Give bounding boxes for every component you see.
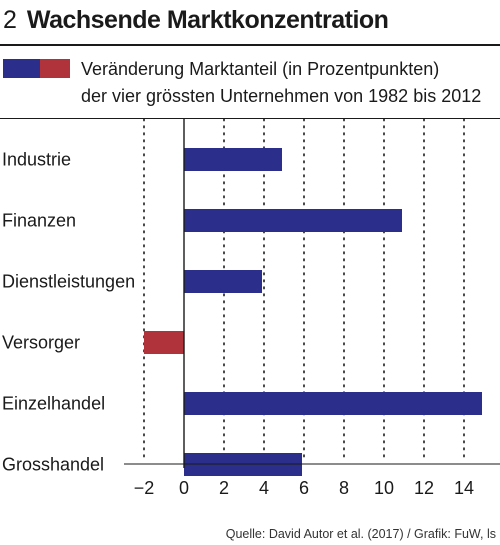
x-tick-label: 6 (299, 478, 309, 498)
bar (184, 209, 402, 232)
bar (144, 331, 184, 354)
title-divider (0, 44, 500, 46)
legend-line-2: der vier grössten Unternehmen von 1982 b… (81, 86, 482, 106)
chart-number: 2 (3, 6, 17, 34)
bar (184, 392, 482, 415)
x-tick-label: 8 (339, 478, 349, 498)
chart-header: 2 Wachsende Marktkonzentration (3, 6, 389, 40)
x-tick-label: 4 (259, 478, 269, 498)
category-label: Grosshandel (2, 455, 104, 475)
x-tick-label: 0 (179, 478, 189, 498)
category-label: Versorger (2, 333, 80, 353)
bar (184, 270, 262, 293)
bar (184, 148, 282, 171)
legend-text: Veränderung Marktanteil (in Prozentpunkt… (81, 56, 500, 110)
legend-swatch-negative (40, 59, 70, 78)
x-tick-label: 2 (219, 478, 229, 498)
chart-title: Wachsende Marktkonzentration (26, 6, 389, 34)
legend-line-1: Veränderung Marktanteil (in Prozentpunkt… (81, 59, 440, 79)
x-tick-label: 14 (454, 478, 474, 498)
x-tick-label: 10 (374, 478, 394, 498)
bar-chart: Industrie Finanzen Dienstleistungen Versorg… (2, 119, 500, 498)
category-label: Industrie (2, 150, 71, 170)
x-tick-label: −2 (134, 478, 155, 498)
chart-divider (0, 118, 500, 119)
category-label: Einzelhandel (2, 394, 105, 414)
source-note: Quelle: David Autor et al. (2017) / Graf… (225, 527, 496, 541)
category-label: Dienstleistungen (2, 272, 135, 292)
category-label: Finanzen (2, 211, 76, 231)
legend-swatch-positive (3, 59, 40, 78)
x-tick-label: 12 (414, 478, 434, 498)
